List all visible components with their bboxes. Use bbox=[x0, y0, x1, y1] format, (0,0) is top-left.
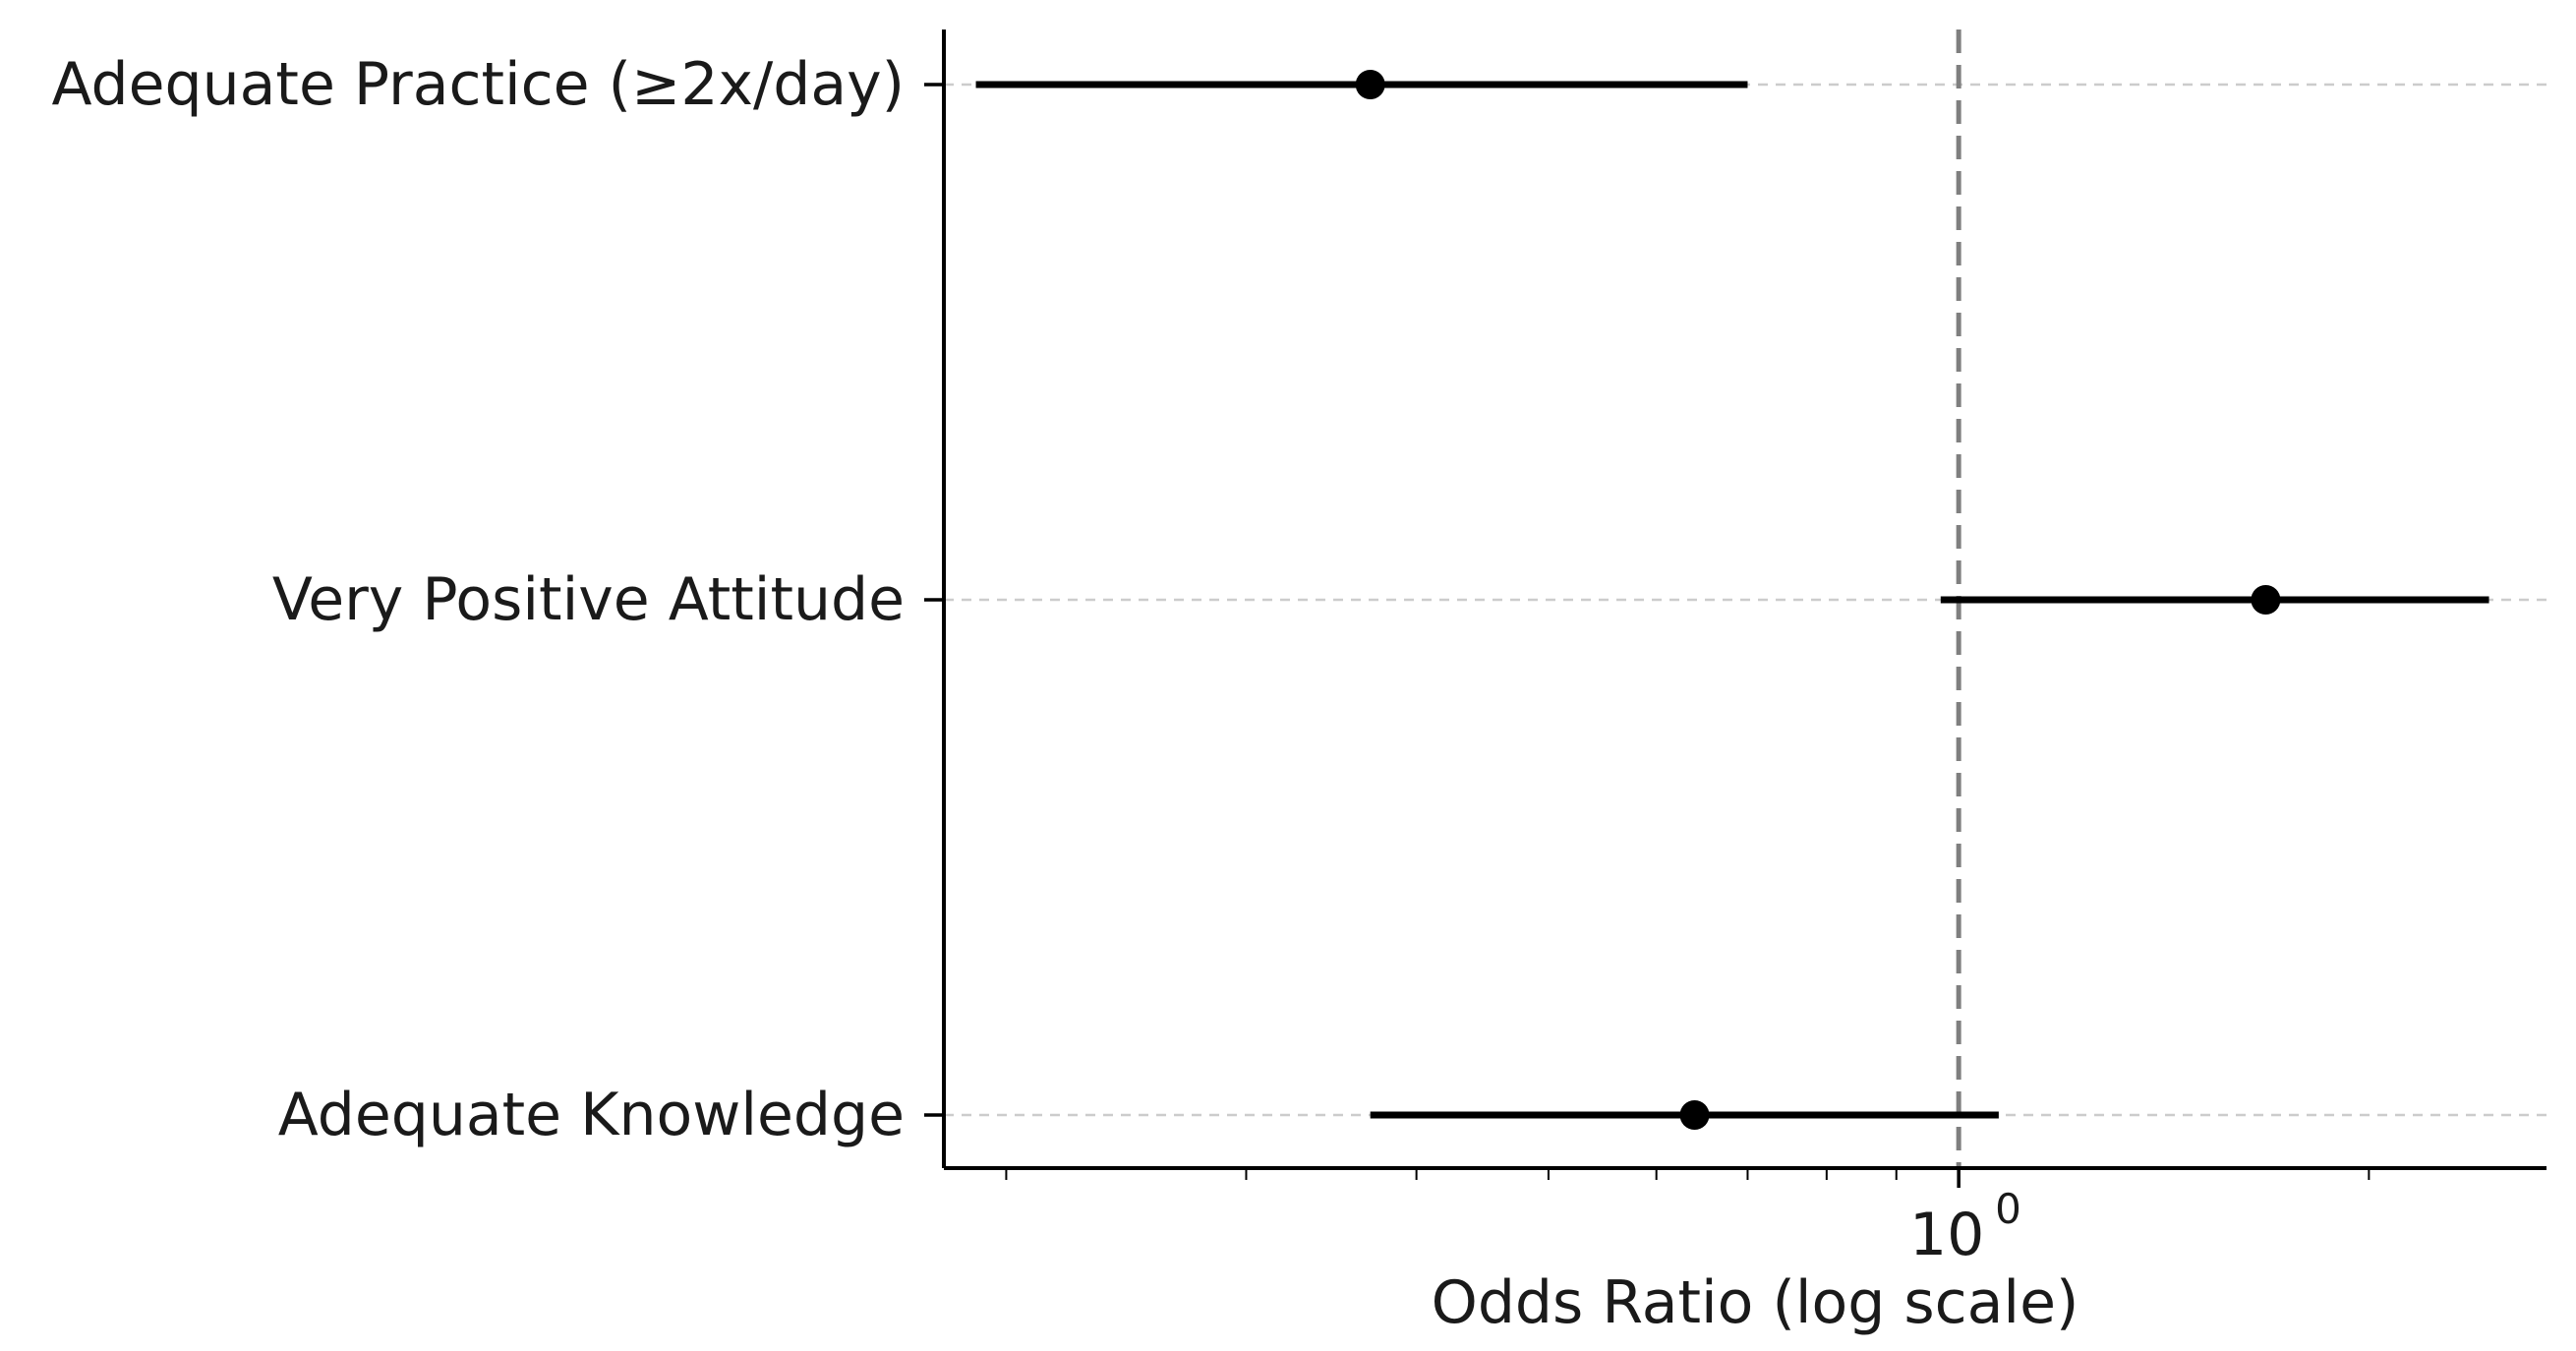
x-tick-label: 10 bbox=[1909, 1201, 1984, 1269]
category-label: Adequate Knowledge bbox=[278, 1081, 905, 1149]
axis-ticks: 10 0 bbox=[924, 83, 2371, 1269]
x-tick-exponent: 0 bbox=[1995, 1185, 2021, 1233]
point-estimate bbox=[2251, 585, 2281, 615]
x-axis-label: Odds Ratio (log scale) bbox=[1432, 1268, 2079, 1337]
data-marks bbox=[975, 70, 2489, 1130]
category-label: Very Positive Attitude bbox=[272, 565, 905, 634]
point-estimate bbox=[1355, 70, 1385, 99]
category-labels: Adequate Practice (≥2x/day) Very Positive… bbox=[52, 50, 905, 1149]
category-label: Adequate Practice (≥2x/day) bbox=[52, 50, 905, 119]
point-estimate bbox=[1679, 1100, 1710, 1130]
